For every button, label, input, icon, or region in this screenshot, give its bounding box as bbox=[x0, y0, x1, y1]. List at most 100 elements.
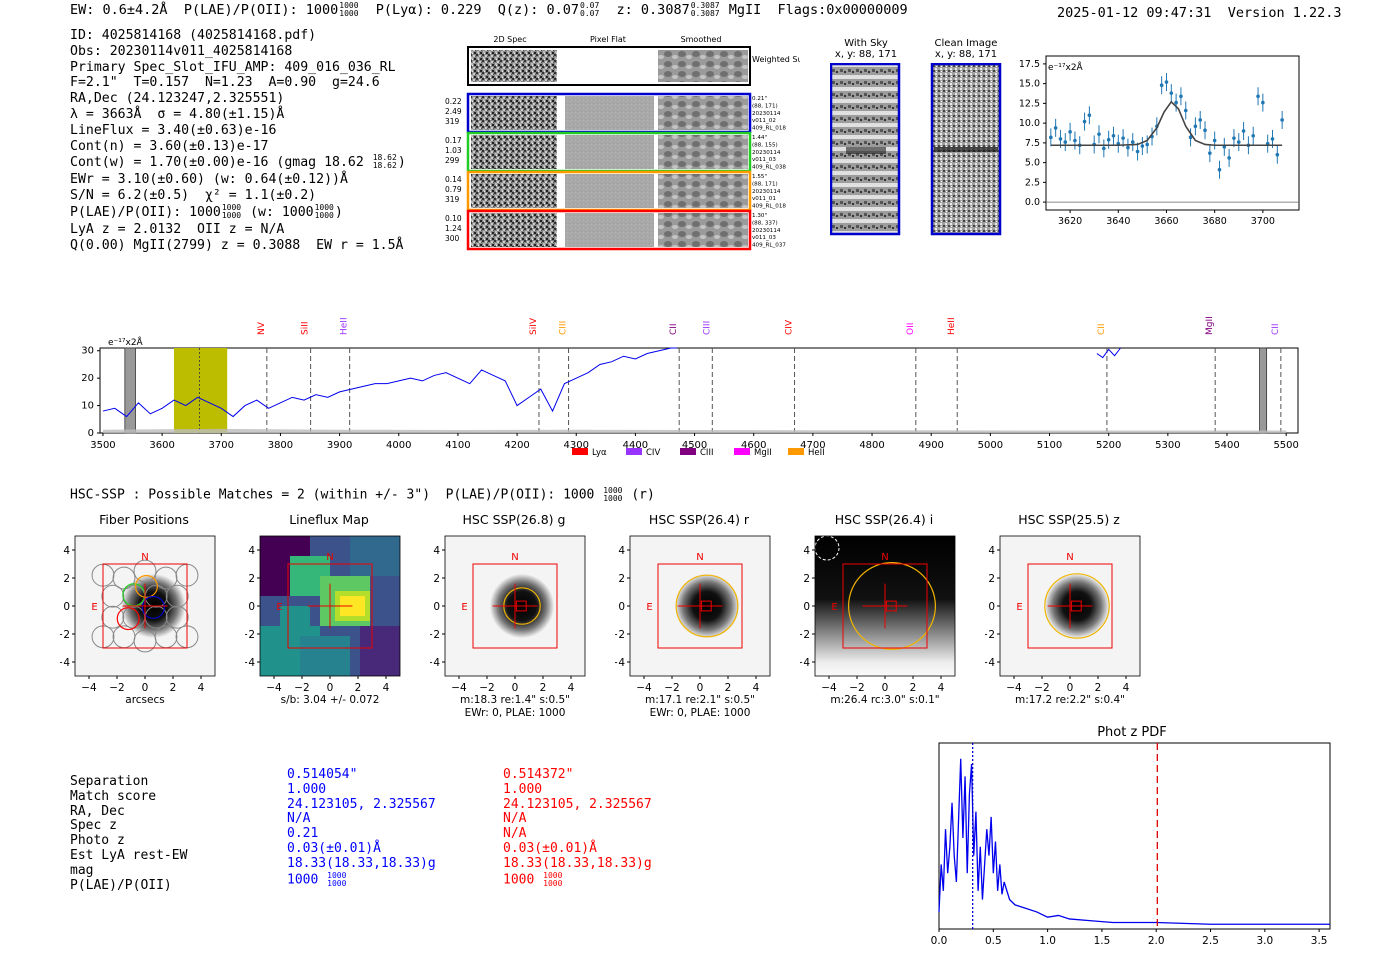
lf-point bbox=[1280, 118, 1284, 122]
lf-xtick-label: 3680 bbox=[1203, 216, 1227, 227]
cutout-2dspec bbox=[471, 213, 557, 247]
lf-fit-curve bbox=[1050, 100, 1283, 147]
hsc-xtick-label: 2 bbox=[540, 682, 547, 694]
info-q: Q(0.00) MgII(2799) z = 0.3088 EW r = 1.5… bbox=[70, 237, 404, 253]
lf-point bbox=[1169, 91, 1174, 95]
full-spec-layer: NV SiII HeII SiIV CIII CII CIII CIV OII HeII CII Mg… bbox=[81, 316, 1299, 451]
match-cell: 0.03(±0.01)Å bbox=[287, 840, 381, 856]
hsc-title-frac: 1000 1000 bbox=[603, 486, 623, 503]
cutout-panel: 2D Spec Pixel Flat Smoothed Weighted Sum… bbox=[445, 35, 800, 251]
cutout-smoothed bbox=[658, 135, 748, 169]
header-z-frac: 0.3087 0.3087 bbox=[690, 1, 720, 18]
hsc-panel-title: HSC SSP(26.8) g bbox=[462, 512, 566, 527]
hsc-search-box bbox=[842, 563, 928, 649]
info-lineflux: LineFlux = 3.40(±0.63)e-16 bbox=[70, 122, 277, 138]
hsc-ytick-label: 2 bbox=[63, 573, 70, 585]
info-contw: Cont(w) = 1.70(±0.00)e-16 (gmag 18.62 18… bbox=[70, 153, 406, 171]
hsc-caption-1: s/b: 3.04 +/- 0.072 bbox=[281, 694, 380, 706]
cutout-smoothed bbox=[658, 96, 748, 130]
hsc-frame bbox=[444, 535, 586, 677]
header-flags: Flags:0x00000009 bbox=[777, 2, 908, 18]
cutout-pixelflat bbox=[564, 135, 654, 169]
hsc-xtick-label: −2 bbox=[1034, 682, 1049, 694]
hsc-xtick-label: 4 bbox=[568, 682, 575, 694]
hsc-xtick-label: 2 bbox=[355, 682, 362, 694]
hsc-frame bbox=[629, 535, 771, 677]
lf-point bbox=[1251, 133, 1256, 138]
hsc-ytick-label: 2 bbox=[803, 573, 810, 585]
hsc-ytick-label: −2 bbox=[430, 629, 440, 641]
hsc-ytick-label: −2 bbox=[60, 629, 70, 641]
fs-line-label: CII bbox=[669, 323, 679, 335]
cutout-left-label: 0.17 bbox=[445, 136, 462, 145]
match-cell: 18.33(18.33,18.33)g bbox=[287, 855, 436, 871]
info-sn: S/N = 6.2(±0.5) χ² = 1.1(±0.2) bbox=[70, 188, 317, 204]
header-qz: Q(z): 0.07 bbox=[497, 2, 580, 18]
hsc-ytick-label: 4 bbox=[803, 545, 810, 557]
match-cell: 0.03(±0.01)Å bbox=[503, 840, 597, 856]
fs-xtick-label: 5300 bbox=[1155, 440, 1180, 451]
fs-xtick-label: 5200 bbox=[1096, 440, 1121, 451]
cutout-right-label: 1.55" bbox=[752, 174, 767, 180]
cutout-right-label: 20230114 bbox=[752, 150, 781, 156]
pz-xtick-label: 0.5 bbox=[985, 935, 1002, 947]
match-cell: 24.123105, 2.325567 bbox=[287, 796, 436, 812]
lf-point bbox=[1212, 138, 1217, 143]
header-timestamp-version: 2025-01-12 09:47:31 Version 1.22.3 bbox=[1057, 5, 1342, 21]
lf-point bbox=[1241, 129, 1246, 133]
fs-xtick-label: 5000 bbox=[978, 440, 1003, 451]
cutout-left-label: 0.14 bbox=[445, 175, 462, 184]
lf-ytick-label: 17.5 bbox=[1019, 59, 1040, 70]
match-cell: 1.000 bbox=[503, 781, 543, 797]
cutout-right-label: v011_03 bbox=[752, 157, 776, 163]
fiber-circle bbox=[165, 584, 189, 608]
fs-legend-swatch bbox=[788, 448, 804, 455]
hsc-ytick-label: 0 bbox=[803, 601, 810, 613]
hsc-match-box bbox=[1070, 600, 1082, 612]
hsc-search-box bbox=[1027, 563, 1113, 649]
fs-xtick-label: 4100 bbox=[445, 440, 470, 451]
hsc-ytick-label: −2 bbox=[615, 629, 625, 641]
line-fit-series bbox=[1049, 73, 1284, 179]
lf-ytick-label: 5.0 bbox=[1025, 158, 1040, 169]
lf-point bbox=[1049, 135, 1053, 140]
photz-pdf-plot: Phot z PDF Sol z = 0.31LyA z (VIRUS) = 2… bbox=[931, 725, 1331, 947]
hsc-xtick-label: 4 bbox=[1123, 682, 1130, 694]
header-timestamp: 2025-01-12 09:47:31 bbox=[1057, 5, 1212, 21]
info-fit: F=2.1" T=0.157 N=1.23 A=0.90 g=24.6 bbox=[70, 75, 380, 91]
lf-point bbox=[1164, 80, 1169, 84]
fs-line-label: SiIV bbox=[529, 317, 539, 335]
fs-xtick-label: 4300 bbox=[564, 440, 589, 451]
full-spectrum-plot: e⁻¹⁷x2Å NV SiII HeII SiIV CIII CII CIII CIV OII H… bbox=[81, 316, 1299, 458]
fs-xtick-label: 4600 bbox=[741, 440, 766, 451]
cutout-right-label: v011_02 bbox=[752, 118, 776, 124]
hsc-xtick-label: 2 bbox=[170, 682, 177, 694]
fiber-circle bbox=[101, 584, 125, 608]
cutout-left-label: 319 bbox=[445, 195, 460, 204]
hsc-xtick-label: 0 bbox=[882, 682, 889, 694]
match-col2: 0.514372" 1.000 24.123105, 2.325567 N/A N/A 0… bbox=[503, 767, 652, 894]
col-title-smoothed: Smoothed bbox=[681, 35, 722, 44]
line-fit-plot: e⁻¹⁷x2Å 0.0 2.5 5.0 7.5 10.0 12.5 15.0 17.5 362… bbox=[1019, 55, 1300, 227]
hsc-panel-title: HSC SSP(26.4) i bbox=[834, 512, 934, 527]
fs-xtick-label: 4000 bbox=[386, 440, 411, 451]
match-cell: N/A bbox=[503, 826, 527, 842]
lf-point bbox=[1068, 130, 1072, 134]
fs-xtick-label: 4700 bbox=[800, 440, 825, 451]
lf-point bbox=[1073, 138, 1077, 143]
cutout-left-label: 1.03 bbox=[445, 146, 462, 155]
hsc-xtick-label: 4 bbox=[383, 682, 390, 694]
photz-layer: Sol z = 0.31LyA z (VIRUS) = 2.010.00.51.… bbox=[931, 743, 1330, 947]
match-cell: N/A bbox=[287, 811, 311, 827]
hsc-ytick-label: 2 bbox=[988, 573, 995, 585]
hsc-ytick-label: 0 bbox=[988, 601, 995, 613]
hsc-panel-title: HSC SSP(25.5) z bbox=[1018, 512, 1120, 527]
fs-legend-label: Lyα bbox=[592, 448, 607, 458]
lf-point bbox=[1145, 142, 1149, 147]
fiber-circle bbox=[101, 605, 125, 629]
hsc-ytick-label: −4 bbox=[430, 657, 440, 669]
lf-point bbox=[1188, 135, 1193, 140]
fs-legend-label: MgII bbox=[754, 448, 772, 458]
